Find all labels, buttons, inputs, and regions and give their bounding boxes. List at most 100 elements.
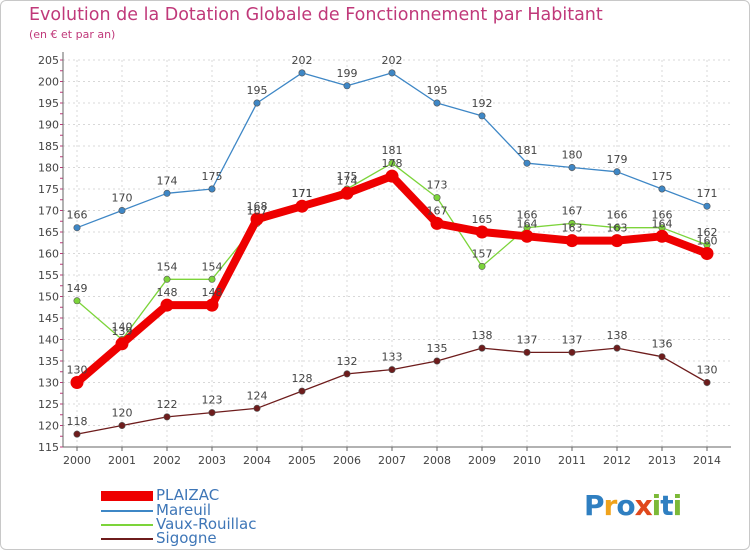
data-label-sigogne: 132 — [337, 355, 358, 368]
series-mareuil — [73, 69, 711, 232]
y-tick-label: 145 — [38, 312, 59, 325]
legend-label-vaux-rouillac: Vaux-Rouillac — [156, 515, 257, 533]
data-point-mareuil — [433, 99, 441, 107]
data-label-mareuil: 202 — [292, 54, 313, 67]
data-point-mareuil — [568, 164, 576, 172]
x-tick-label: 2000 — [63, 454, 91, 467]
legend-label-mareuil: Mareuil — [156, 501, 212, 519]
data-label-sigogne: 137 — [562, 333, 583, 346]
data-point-mareuil — [163, 189, 171, 197]
series-plaizac — [70, 169, 714, 389]
data-point-mareuil — [253, 99, 261, 107]
data-label-mareuil: 181 — [517, 144, 538, 157]
data-point-sigogne — [208, 409, 216, 417]
y-tick-label: 130 — [38, 377, 59, 390]
data-label-mareuil: 175 — [202, 170, 223, 183]
data-point-mareuil — [343, 82, 351, 90]
proxiti-logo: Proxiti — [584, 489, 683, 522]
data-label-plaizac: 139 — [112, 325, 133, 338]
series-sigogne — [73, 344, 711, 438]
data-label-plaizac: 167 — [427, 204, 448, 217]
data-point-plaizac — [160, 298, 174, 312]
data-label-vaux-rouillac: 175 — [337, 170, 358, 183]
data-label-mareuil: 192 — [472, 97, 493, 110]
data-label-plaizac: 163 — [562, 222, 583, 235]
data-point-vaux-rouillac — [208, 275, 216, 283]
data-point-mareuil — [208, 185, 216, 193]
y-tick-label: 200 — [38, 76, 59, 89]
x-tick-label: 2011 — [558, 454, 586, 467]
data-label-mareuil: 180 — [562, 149, 583, 162]
data-label-plaizac: 171 — [292, 187, 313, 200]
data-point-sigogne — [613, 344, 621, 352]
data-point-plaizac — [250, 212, 264, 226]
x-tick-label: 2008 — [423, 454, 451, 467]
data-point-plaizac — [430, 216, 444, 230]
data-label-vaux-rouillac: 166 — [607, 209, 628, 222]
logo-letter: x — [634, 489, 653, 522]
data-label-sigogne: 120 — [112, 407, 133, 420]
y-tick-label: 120 — [38, 420, 59, 433]
data-label-plaizac: 160 — [697, 235, 718, 248]
x-tick-label: 2006 — [333, 454, 361, 467]
data-point-plaizac — [700, 247, 714, 260]
x-tick-label: 2003 — [198, 454, 226, 467]
legend-swatch-mareuil — [101, 510, 153, 512]
x-tick-label: 2009 — [468, 454, 496, 467]
data-point-vaux-rouillac — [433, 194, 441, 202]
data-label-vaux-rouillac: 171 — [292, 187, 313, 200]
data-label-mareuil: 199 — [337, 67, 358, 80]
legend-swatch-vaux-rouillac — [101, 524, 153, 526]
x-tick-label: 2001 — [108, 454, 136, 467]
y-tick-label: 205 — [38, 54, 59, 67]
data-point-vaux-rouillac — [613, 224, 621, 232]
x-tick-label: 2013 — [648, 454, 676, 467]
logo-letter: o — [616, 489, 635, 522]
data-point-plaizac — [655, 229, 669, 243]
data-label-sigogne: 128 — [292, 372, 313, 385]
data-label-vaux-rouillac: 173 — [427, 179, 448, 192]
data-point-sigogne — [523, 348, 531, 356]
data-point-mareuil — [478, 112, 486, 120]
data-point-mareuil — [73, 224, 81, 232]
data-label-vaux-rouillac: 166 — [517, 209, 538, 222]
data-label-plaizac: 163 — [607, 222, 628, 235]
data-label-plaizac: 168 — [247, 200, 268, 213]
data-point-plaizac — [610, 234, 624, 248]
data-label-plaizac: 148 — [157, 286, 178, 299]
data-point-plaizac — [295, 199, 309, 213]
data-point-sigogne — [298, 387, 306, 395]
y-tick-label: 185 — [38, 140, 59, 153]
logo-letter: i — [672, 489, 683, 522]
data-point-vaux-rouillac — [478, 262, 486, 270]
data-label-plaizac: 174 — [337, 174, 358, 187]
y-tick-label: 170 — [38, 205, 59, 218]
data-point-plaizac — [70, 376, 84, 389]
data-point-plaizac — [385, 169, 399, 183]
data-point-plaizac — [520, 229, 534, 243]
data-point-plaizac — [565, 234, 579, 248]
data-point-sigogne — [703, 378, 711, 386]
y-tick-label: 155 — [38, 269, 59, 282]
data-label-mareuil: 175 — [652, 170, 673, 183]
y-tick-label: 135 — [38, 355, 59, 368]
data-label-sigogne: 130 — [697, 364, 718, 377]
chart-title: Evolution de la Dotation Globale de Fonc… — [29, 5, 603, 25]
legend-swatch-plaizac — [101, 491, 153, 501]
data-label-mareuil: 179 — [607, 153, 628, 166]
data-point-sigogne — [73, 430, 81, 438]
data-label-vaux-rouillac: 167 — [562, 204, 583, 217]
y-tick-label: 115 — [38, 441, 59, 454]
data-point-sigogne — [433, 357, 441, 365]
data-point-mareuil — [523, 159, 531, 167]
data-label-mareuil: 174 — [157, 174, 178, 187]
chart-subtitle: (en € et par an) — [29, 28, 116, 41]
legend-label-sigogne: Sigogne — [156, 529, 217, 547]
data-point-mareuil — [298, 69, 306, 77]
data-label-sigogne: 135 — [427, 342, 448, 355]
data-point-sigogne — [568, 348, 576, 356]
data-label-vaux-rouillac: 181 — [382, 144, 403, 157]
x-tick-label: 2005 — [288, 454, 316, 467]
